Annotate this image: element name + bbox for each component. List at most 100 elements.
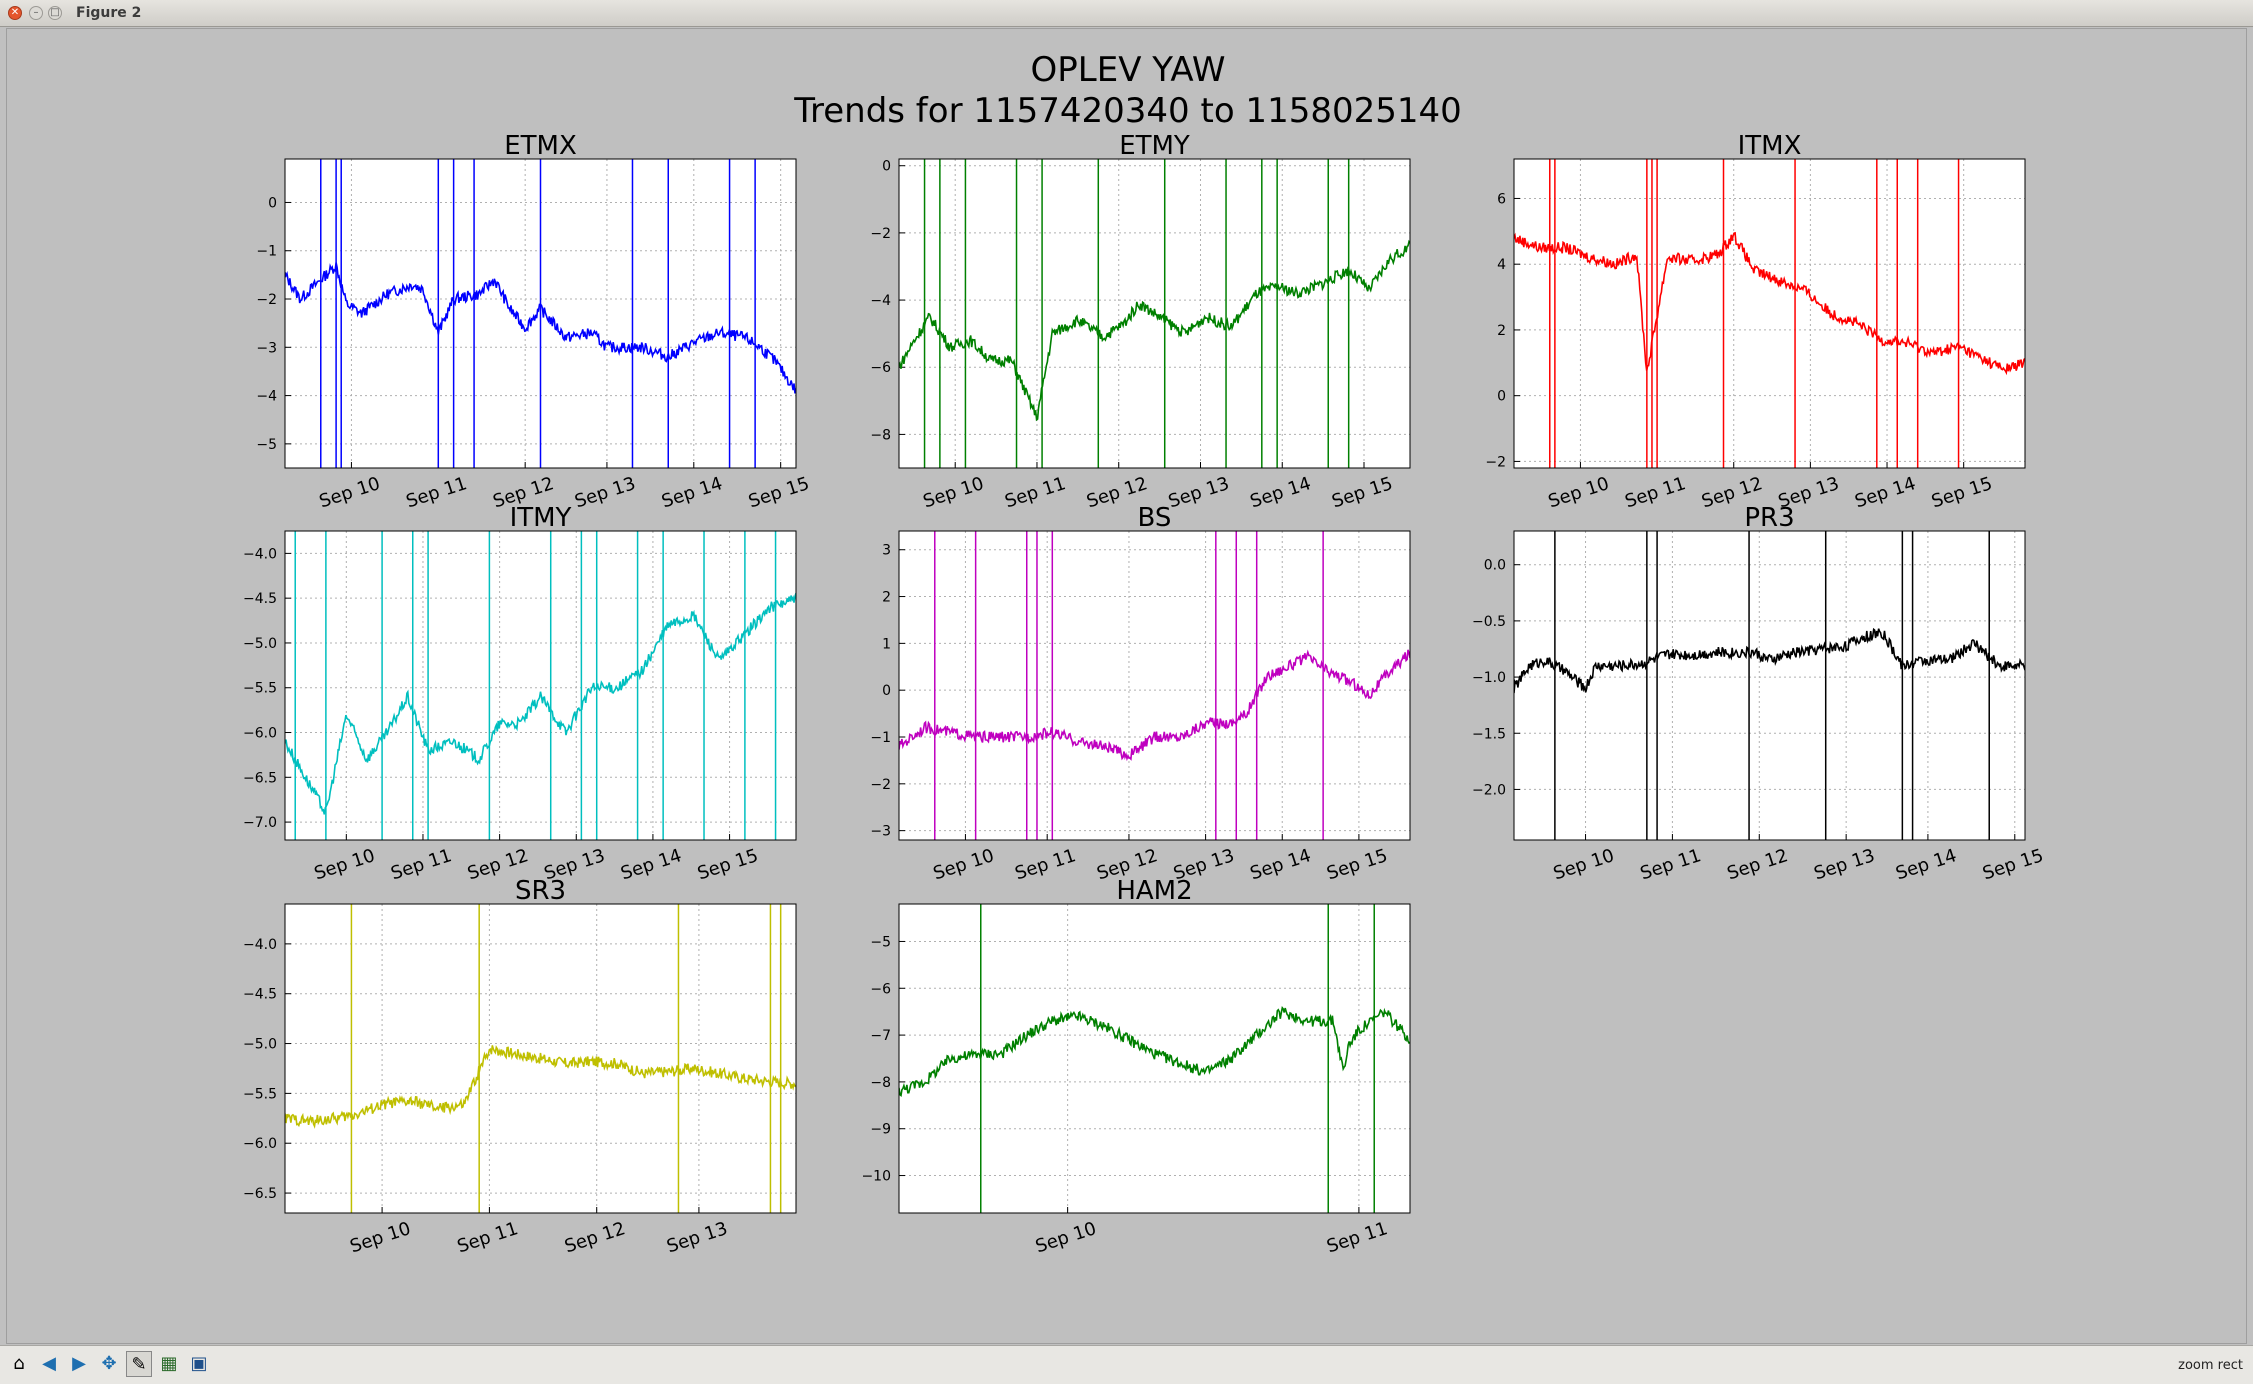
etmy-xtick-label: Sep 10 bbox=[921, 473, 987, 512]
itmx-xtick-label: Sep 11 bbox=[1622, 473, 1688, 512]
sr3-ytick-label: −4.0 bbox=[243, 937, 277, 953]
bs-xtick-label: Sep 14 bbox=[1248, 845, 1314, 884]
navigation-toolbar: ⌂ ◀ ▶ ✥ ✎ ▦ ▣ zoom rect bbox=[0, 1345, 2253, 1384]
zoom-icon[interactable]: ✎ bbox=[126, 1351, 152, 1377]
ham2-axes-frame bbox=[898, 903, 1411, 1214]
sr3-ytick-label: −5.5 bbox=[243, 1086, 277, 1102]
itmy-ytick-label: −6.0 bbox=[243, 726, 277, 742]
etmx-ytick-label: 0 bbox=[268, 195, 277, 211]
figure-canvas[interactable]: OPLEV YAW Trends for 1157420340 to 11580… bbox=[6, 28, 2247, 1344]
itmy-series-line bbox=[285, 592, 796, 815]
sr3-ytick-label: −6.0 bbox=[243, 1136, 277, 1152]
bs-subplot-title: BS bbox=[1138, 503, 1172, 533]
sr3-xtick-label: Sep 12 bbox=[562, 1218, 628, 1257]
etmx-ytick-label: −4 bbox=[256, 389, 277, 405]
pr3-plot-area bbox=[1514, 531, 2025, 840]
itmy-xtick-label: Sep 10 bbox=[312, 845, 378, 884]
home-icon[interactable]: ⌂ bbox=[13, 1353, 25, 1374]
itmx-series-line bbox=[1514, 231, 2025, 376]
etmx-xtick-label: Sep 10 bbox=[317, 473, 383, 512]
itmx-ytick-label: −2 bbox=[1485, 454, 1506, 470]
itmx-xtick-label: Sep 10 bbox=[1546, 473, 1612, 512]
window-title: Figure 2 bbox=[76, 5, 142, 21]
pr3-xtick-label: Sep 12 bbox=[1725, 845, 1791, 884]
etmy-axes-frame bbox=[898, 158, 1411, 469]
bs-series-line bbox=[899, 649, 1410, 762]
window-titlebar: ✕ – □ Figure 2 bbox=[0, 0, 2253, 27]
etmy-ytick-label: −8 bbox=[870, 427, 891, 443]
itmy-plot-area bbox=[285, 531, 796, 840]
etmy-ytick-label: −2 bbox=[870, 226, 891, 242]
ham2-xtick-label: Sep 11 bbox=[1324, 1218, 1390, 1257]
itmx-ytick-label: 6 bbox=[1497, 191, 1506, 207]
etmy-xtick-label: Sep 11 bbox=[1002, 473, 1068, 512]
itmy-subplot-title: ITMY bbox=[510, 503, 572, 533]
itmy-ytick-label: −6.5 bbox=[243, 770, 277, 786]
itmx-subplot-title: ITMX bbox=[1738, 131, 1802, 161]
sr3-series-line bbox=[285, 1045, 796, 1129]
itmy-xtick-label: Sep 14 bbox=[618, 845, 684, 884]
itmx-ytick-label: 2 bbox=[1497, 323, 1506, 339]
ham2-ytick-label: −7 bbox=[870, 1028, 891, 1044]
etmy-ytick-label: −6 bbox=[870, 360, 891, 376]
etmy-ytick-label: −4 bbox=[870, 293, 891, 309]
bs-plot-area bbox=[899, 531, 1410, 840]
close-window-button[interactable]: ✕ bbox=[8, 6, 22, 20]
itmy-ytick-label: −7.0 bbox=[243, 815, 277, 831]
ham2-series-line bbox=[899, 1005, 1410, 1097]
etmx-subplot-title: ETMX bbox=[504, 131, 577, 161]
ham2-ytick-label: −9 bbox=[870, 1122, 891, 1138]
itmx-ytick-label: 4 bbox=[1497, 257, 1506, 273]
bs-xtick-label: Sep 10 bbox=[931, 845, 997, 884]
itmx-plot-area bbox=[1514, 159, 2025, 468]
etmy-subplot-title: ETMY bbox=[1119, 131, 1190, 161]
etmx-ytick-label: −5 bbox=[256, 437, 277, 453]
itmy-ytick-label: −5.5 bbox=[243, 681, 277, 697]
pr3-xtick-label: Sep 11 bbox=[1638, 845, 1704, 884]
bs-ytick-label: 2 bbox=[882, 590, 891, 606]
pan-icon[interactable]: ✥ bbox=[101, 1353, 117, 1374]
itmy-xtick-label: Sep 11 bbox=[388, 845, 454, 884]
pr3-ytick-label: −0.5 bbox=[1472, 614, 1506, 630]
etmx-series-line bbox=[285, 262, 796, 394]
bs-ytick-label: 3 bbox=[882, 543, 891, 559]
bs-ytick-label: −1 bbox=[870, 730, 891, 746]
pr3-ytick-label: −2.0 bbox=[1472, 782, 1506, 798]
back-icon[interactable]: ◀ bbox=[42, 1353, 56, 1374]
pr3-ytick-label: −1.0 bbox=[1472, 670, 1506, 686]
pr3-xtick-label: Sep 13 bbox=[1811, 845, 1877, 884]
figure-suptitle-line1: OPLEV YAW bbox=[1031, 50, 1226, 90]
ham2-subplot-title: HAM2 bbox=[1116, 876, 1192, 906]
etmx-xtick-label: Sep 15 bbox=[746, 473, 812, 512]
sr3-axes-frame bbox=[284, 903, 797, 1214]
save-icon[interactable]: ▣ bbox=[190, 1353, 208, 1374]
minimize-window-button[interactable]: – bbox=[29, 6, 43, 20]
bs-axes-frame bbox=[898, 530, 1411, 841]
pr3-ytick-label: −1.5 bbox=[1472, 726, 1506, 742]
ham2-ytick-label: −8 bbox=[870, 1075, 891, 1091]
etmy-xtick-label: Sep 13 bbox=[1166, 473, 1232, 512]
etmx-ytick-label: −3 bbox=[256, 340, 277, 356]
etmy-xtick-label: Sep 15 bbox=[1329, 473, 1395, 512]
etmx-xtick-label: Sep 14 bbox=[659, 473, 725, 512]
itmx-xtick-label: Sep 15 bbox=[1929, 473, 1995, 512]
itmy-ytick-label: −5.0 bbox=[243, 636, 277, 652]
bs-xtick-label: Sep 15 bbox=[1324, 845, 1390, 884]
forward-icon[interactable]: ▶ bbox=[72, 1353, 86, 1374]
etmx-ytick-label: −1 bbox=[256, 244, 277, 260]
pr3-xtick-label: Sep 15 bbox=[1980, 845, 2046, 884]
sr3-xtick-label: Sep 10 bbox=[347, 1218, 413, 1257]
etmy-series-line bbox=[899, 239, 1410, 422]
sr3-xtick-label: Sep 13 bbox=[664, 1218, 730, 1257]
etmy-xtick-label: Sep 14 bbox=[1248, 473, 1314, 512]
maximize-window-button[interactable]: □ bbox=[48, 6, 62, 20]
sr3-ytick-label: −6.5 bbox=[243, 1186, 277, 1202]
bs-ytick-label: −2 bbox=[870, 777, 891, 793]
configure-subplots-icon[interactable]: ▦ bbox=[160, 1353, 178, 1374]
bs-ytick-label: 0 bbox=[882, 683, 891, 699]
pr3-series-line bbox=[1514, 627, 2025, 694]
pr3-ytick-label: 0.0 bbox=[1484, 558, 1506, 574]
itmy-ytick-label: −4.5 bbox=[243, 591, 277, 607]
pr3-axes-frame bbox=[1513, 530, 2026, 841]
itmy-axes-frame bbox=[284, 530, 797, 841]
